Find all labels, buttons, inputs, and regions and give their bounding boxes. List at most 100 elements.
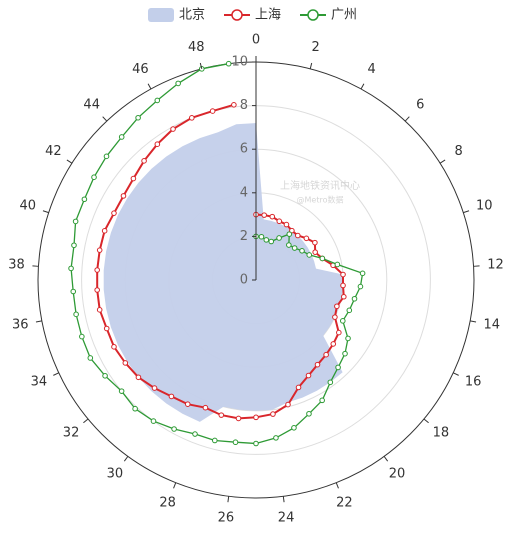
point <box>320 398 325 403</box>
legend-label: 北京 <box>179 8 205 23</box>
point <box>340 319 345 324</box>
point <box>292 246 297 251</box>
angle-tick <box>310 63 311 69</box>
point <box>155 142 160 147</box>
angle-tick-label: 30 <box>107 467 124 482</box>
angle-tick <box>453 373 458 376</box>
angle-tick-label: 12 <box>487 257 504 272</box>
point <box>262 213 267 218</box>
angle-tick-label: 20 <box>389 467 406 482</box>
point <box>269 239 274 244</box>
point <box>82 197 87 202</box>
angle-tick-label: 4 <box>367 62 375 77</box>
angle-tick <box>405 117 409 121</box>
point <box>133 406 138 411</box>
angle-tick <box>384 456 388 461</box>
angle-tick-label: 6 <box>416 98 424 113</box>
point <box>300 248 305 253</box>
angle-tick <box>124 456 128 461</box>
point <box>119 135 124 140</box>
point <box>259 234 264 239</box>
watermark: @Metro数据 <box>297 195 344 205</box>
point <box>185 402 190 407</box>
point <box>193 432 198 437</box>
radius-tick-label: 0 <box>240 273 248 288</box>
angle-tick <box>103 117 107 121</box>
point <box>226 61 231 66</box>
point <box>335 304 340 309</box>
point <box>270 214 275 219</box>
point <box>341 272 346 277</box>
point <box>254 441 259 446</box>
legend-swatch <box>232 10 242 20</box>
point <box>72 243 77 248</box>
point <box>232 103 237 108</box>
point <box>119 389 124 394</box>
angle-tick-label: 36 <box>12 317 29 332</box>
angle-tick-label: 0 <box>252 33 260 48</box>
point <box>274 436 279 441</box>
point <box>95 288 100 293</box>
point <box>95 268 100 273</box>
point <box>171 127 176 132</box>
point <box>271 412 276 417</box>
point <box>307 253 312 258</box>
angle-tick-label: 10 <box>476 198 493 213</box>
point <box>151 419 156 424</box>
point <box>264 238 269 243</box>
point <box>347 308 352 313</box>
point <box>92 175 97 180</box>
point <box>358 284 363 289</box>
angle-tick-label: 14 <box>483 317 500 332</box>
point <box>152 386 157 391</box>
point <box>313 240 318 245</box>
point <box>304 236 309 241</box>
point <box>315 362 320 367</box>
angle-tick <box>43 211 49 213</box>
angle-tick <box>148 84 151 89</box>
point <box>69 266 74 271</box>
angle-tick <box>424 419 429 423</box>
point <box>333 315 338 320</box>
angle-tick <box>36 321 42 322</box>
angle-tick <box>67 160 72 163</box>
point <box>73 219 78 224</box>
point <box>292 426 297 431</box>
point <box>286 402 291 407</box>
legend-label: 上海 <box>255 8 281 23</box>
point <box>320 256 325 261</box>
point <box>112 211 117 216</box>
point <box>210 109 215 114</box>
angle-tick-label: 18 <box>433 425 450 440</box>
legend-swatch <box>148 8 174 22</box>
point <box>284 222 289 227</box>
point <box>287 232 292 237</box>
radius-tick-label: 8 <box>240 98 248 113</box>
point <box>341 283 346 288</box>
point <box>328 380 333 385</box>
angle-tick-label: 44 <box>83 98 100 113</box>
point <box>136 115 141 120</box>
angle-tick-label: 46 <box>132 62 149 77</box>
point <box>219 413 224 418</box>
angle-tick-label: 32 <box>63 425 80 440</box>
legend-swatch <box>308 10 318 20</box>
angle-tick-label: 48 <box>188 40 205 55</box>
angle-tick-label: 28 <box>159 496 176 511</box>
angle-tick <box>228 496 229 502</box>
point <box>176 81 181 86</box>
point <box>277 219 282 224</box>
angle-tick <box>283 496 284 502</box>
point <box>131 176 136 181</box>
angle-tick-label: 2 <box>312 40 320 55</box>
angle-tick <box>83 419 88 423</box>
point <box>277 236 282 241</box>
point <box>189 116 194 121</box>
radius-tick-label: 6 <box>240 142 248 157</box>
point <box>254 415 259 420</box>
radius-tick-label: 2 <box>240 229 248 244</box>
point <box>346 336 351 341</box>
point <box>104 154 109 159</box>
point <box>341 294 346 299</box>
